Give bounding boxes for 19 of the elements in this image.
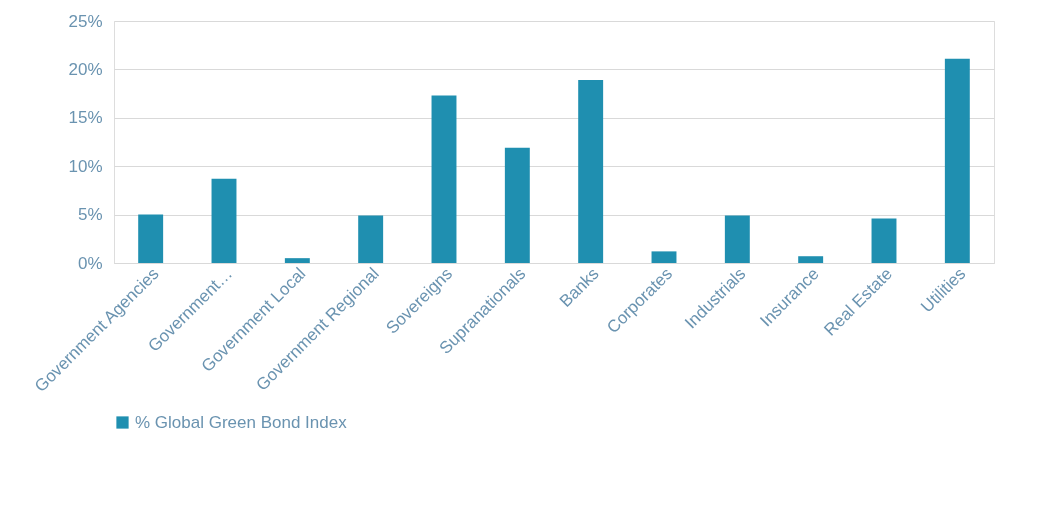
bar xyxy=(651,251,677,263)
bar xyxy=(724,215,750,263)
bar xyxy=(871,218,897,263)
bar xyxy=(578,80,604,263)
y-tick-label: 20% xyxy=(68,59,103,79)
bar xyxy=(138,214,164,263)
y-tick-label: 15% xyxy=(68,108,103,128)
bar xyxy=(944,58,970,263)
y-tick-label: 10% xyxy=(68,156,103,176)
legend-label: % Global Green Bond Index xyxy=(135,412,348,432)
bar xyxy=(284,258,310,263)
y-tick-label: 5% xyxy=(77,205,103,225)
y-tick-label: 0% xyxy=(77,253,103,273)
bar xyxy=(504,147,530,263)
bar xyxy=(358,215,384,263)
bar xyxy=(211,178,237,263)
bar xyxy=(431,95,457,263)
bar xyxy=(798,256,824,263)
y-tick-label: 25% xyxy=(68,11,103,31)
